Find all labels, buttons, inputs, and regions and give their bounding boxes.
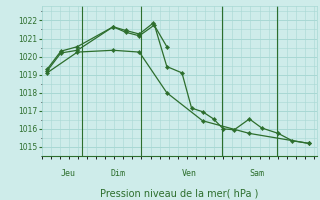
Text: Sam: Sam bbox=[249, 170, 264, 179]
Text: Jeu: Jeu bbox=[61, 170, 76, 179]
Text: Pression niveau de la mer( hPa ): Pression niveau de la mer( hPa ) bbox=[100, 189, 258, 199]
Text: Dim: Dim bbox=[110, 170, 125, 179]
Text: Ven: Ven bbox=[182, 170, 197, 179]
